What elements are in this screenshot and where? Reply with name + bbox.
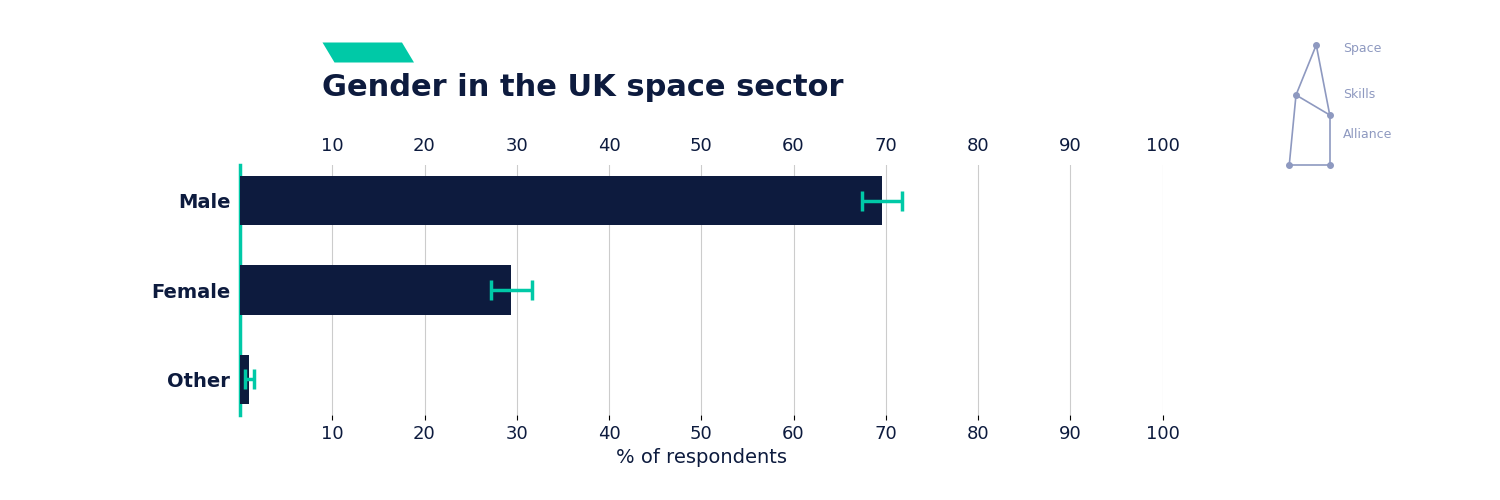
Text: Alliance: Alliance (1344, 128, 1392, 141)
Text: Space: Space (1344, 42, 1382, 56)
Bar (240, 266, 512, 314)
X-axis label: % of respondents: % of respondents (615, 448, 786, 468)
Text: Gender in the UK space sector: Gender in the UK space sector (322, 74, 844, 102)
Text: Skills: Skills (1344, 88, 1376, 102)
Bar (240, 354, 249, 404)
Bar (240, 176, 882, 226)
